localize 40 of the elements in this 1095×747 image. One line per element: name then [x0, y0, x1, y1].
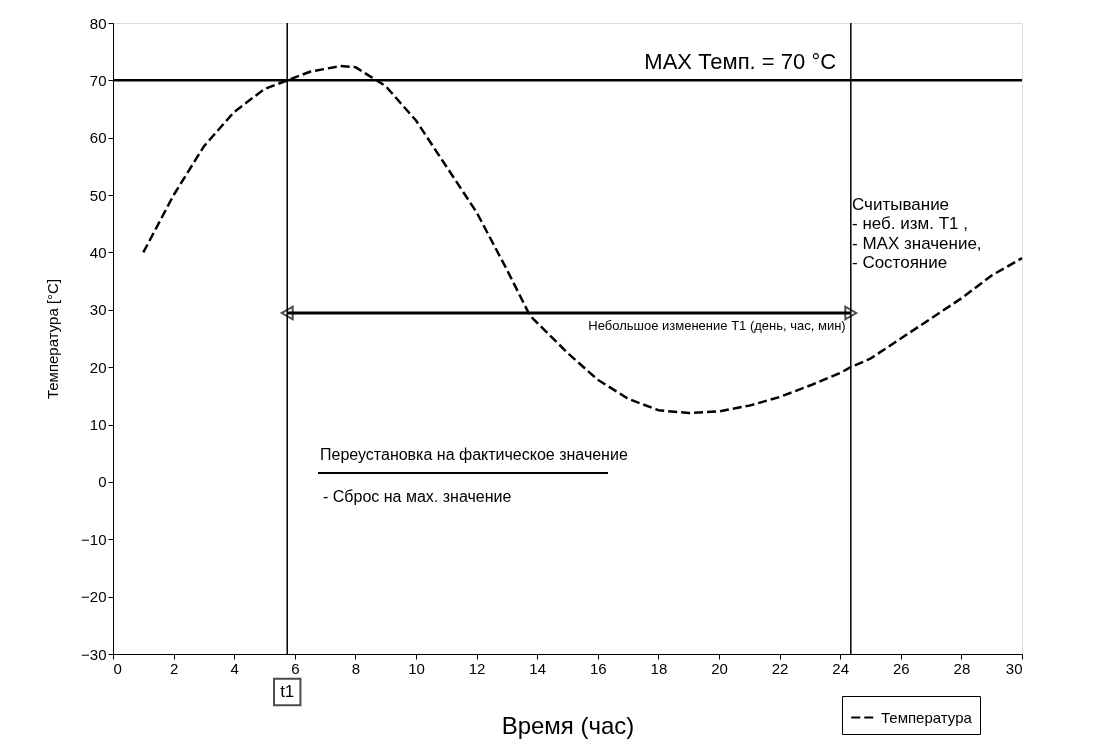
ref-line-label: t1: [280, 682, 295, 701]
ref-line-label: MAX Темп. = 70 °C: [644, 49, 837, 75]
x-tick-label: 26: [892, 659, 910, 677]
x-tick-label: 28: [953, 659, 971, 677]
x-tick-label: 18: [650, 659, 668, 677]
x-tick-label: 30: [1005, 659, 1023, 677]
y-tick-label: 80: [89, 14, 107, 32]
annotation: Считывание: [852, 195, 950, 214]
y-tick-label: 60: [89, 129, 107, 147]
annotation: - неб. изм. T1 ,: [852, 214, 968, 233]
x-tick-label: 24: [832, 659, 850, 677]
y-tick-label: 0: [98, 473, 107, 491]
y-tick-label: 40: [89, 243, 107, 261]
x-tick-label: 2: [169, 659, 179, 677]
x-tick-label: 6: [291, 659, 300, 677]
annotation: - Состояние: [852, 253, 948, 272]
annotation: Переустановка на фактическое значение: [320, 446, 628, 463]
x-tick-label: 14: [529, 659, 547, 677]
x-tick-label: 8: [351, 659, 361, 677]
x-tick-label: 16: [589, 659, 607, 677]
annotation: - MAX значение,: [852, 234, 982, 253]
x-tick-label: 12: [468, 659, 486, 677]
y-tick-label: 10: [89, 416, 107, 434]
y-tick-label: 20: [89, 358, 107, 376]
y-tick-label: 50: [89, 186, 107, 204]
annotation: - Сброс на мах. значение: [323, 488, 512, 505]
y-tick-label: 30: [89, 301, 107, 319]
y-tick-label: −10: [81, 530, 107, 548]
x-tick-label: 0: [113, 659, 122, 677]
x-axis-title: Время (час): [501, 711, 635, 739]
y-axis-title: Температура [°C]: [44, 278, 62, 400]
legend-label: Температура: [881, 708, 973, 726]
x-tick-label: 4: [230, 659, 239, 677]
x-tick-label: 10: [408, 659, 425, 677]
annotation: Небольшое изменение T1 (день, час, мин): [588, 318, 846, 333]
y-tick-label: 70: [89, 71, 107, 89]
x-tick-label: 22: [771, 659, 789, 677]
y-tick-label: −20: [81, 588, 107, 606]
x-tick-label: 20: [711, 659, 728, 677]
y-tick-label: −30: [81, 645, 107, 663]
